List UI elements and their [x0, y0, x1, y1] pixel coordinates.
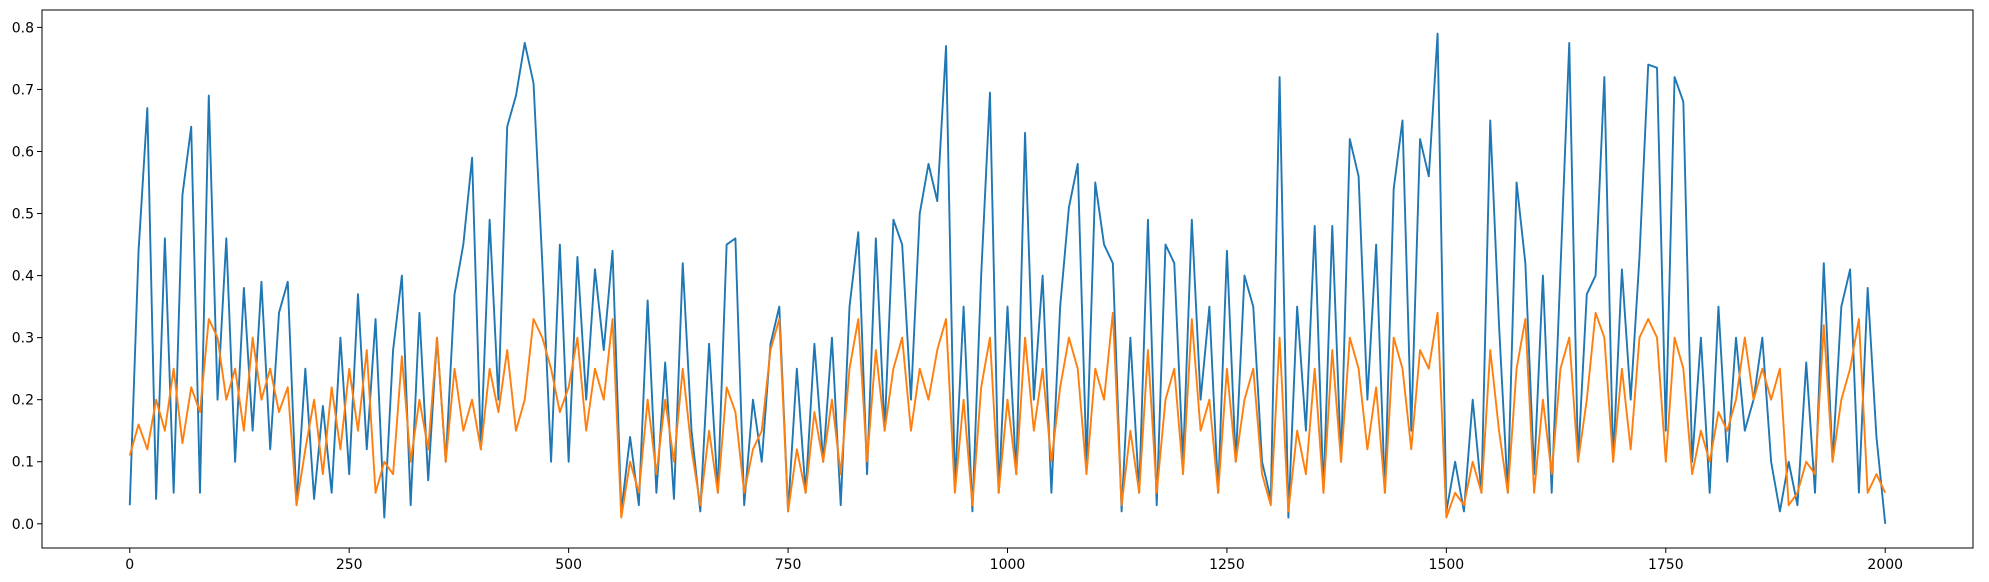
x-tick-label: 0	[125, 557, 134, 573]
y-tick-label: 0.6	[12, 144, 34, 160]
data-line	[128, 311, 1887, 519]
x-tick-label: 1750	[1648, 557, 1684, 573]
y-tick-label: 0.4	[12, 269, 34, 285]
x-tick-label: 750	[775, 557, 802, 573]
x-tick-label: 500	[555, 557, 582, 573]
x-tick-label: 1250	[1209, 557, 1245, 573]
data-line	[128, 32, 1887, 524]
x-tick-label: 250	[336, 557, 363, 573]
x-tick-label: 1500	[1429, 557, 1465, 573]
plot-frame	[41, 9, 1974, 549]
y-tick-label: 0.0	[12, 517, 34, 533]
y-tick-label: 0.7	[12, 82, 34, 98]
y-tick-label: 0.3	[12, 331, 34, 347]
y-tick-label: 0.8	[12, 20, 34, 36]
x-tick-label: 2000	[1867, 557, 1903, 573]
x-tick-label: 1000	[990, 557, 1026, 573]
y-tick-label: 0.5	[12, 207, 34, 223]
y-tick-label: 0.1	[12, 455, 34, 471]
y-tick-label: 0.2	[12, 393, 34, 409]
